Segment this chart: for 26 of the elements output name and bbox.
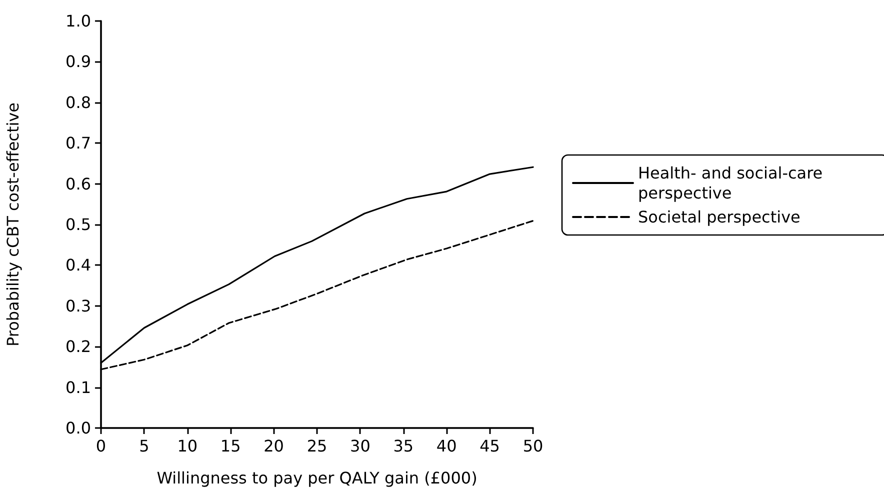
- x-tick-label: 25: [306, 436, 328, 456]
- legend-label: Health- and social-care perspective: [638, 164, 828, 202]
- x-tick-label: 50: [522, 436, 544, 456]
- y-tick-label: 0.6: [66, 174, 91, 194]
- x-tick-label: 35: [393, 436, 414, 456]
- x-tick-label: 0: [96, 436, 106, 456]
- x-tick-label: 45: [480, 436, 500, 456]
- y-tick-label: 0.2: [66, 337, 91, 356]
- y-tick-label: 0.9: [66, 52, 91, 72]
- y-tick-label: 0.7: [66, 134, 91, 153]
- x-tick-label: 20: [264, 436, 284, 456]
- legend-label: Societal perspective: [638, 208, 800, 226]
- y-axis-title: Probability cCBT cost-effective: [4, 102, 22, 346]
- x-tick-label: 30: [350, 436, 370, 456]
- x-tick-label: 15: [220, 436, 241, 456]
- y-tick-label: 0.3: [66, 296, 91, 316]
- x-axis-title: Willingness to pay per QALY gain (£000): [156, 468, 478, 488]
- y-tick-label: 0.5: [66, 215, 91, 234]
- x-tick-label: 40: [436, 436, 457, 456]
- x-tick-label: 10: [177, 436, 198, 456]
- x-tick-label: 5: [139, 436, 150, 456]
- y-tick-label: 0.4: [66, 256, 91, 275]
- y-tick-label: 0.8: [66, 92, 91, 112]
- y-tick-label: 1.0: [66, 12, 91, 30]
- y-tick-label: 0.0: [66, 418, 91, 438]
- y-tick-label: 0.1: [66, 378, 91, 397]
